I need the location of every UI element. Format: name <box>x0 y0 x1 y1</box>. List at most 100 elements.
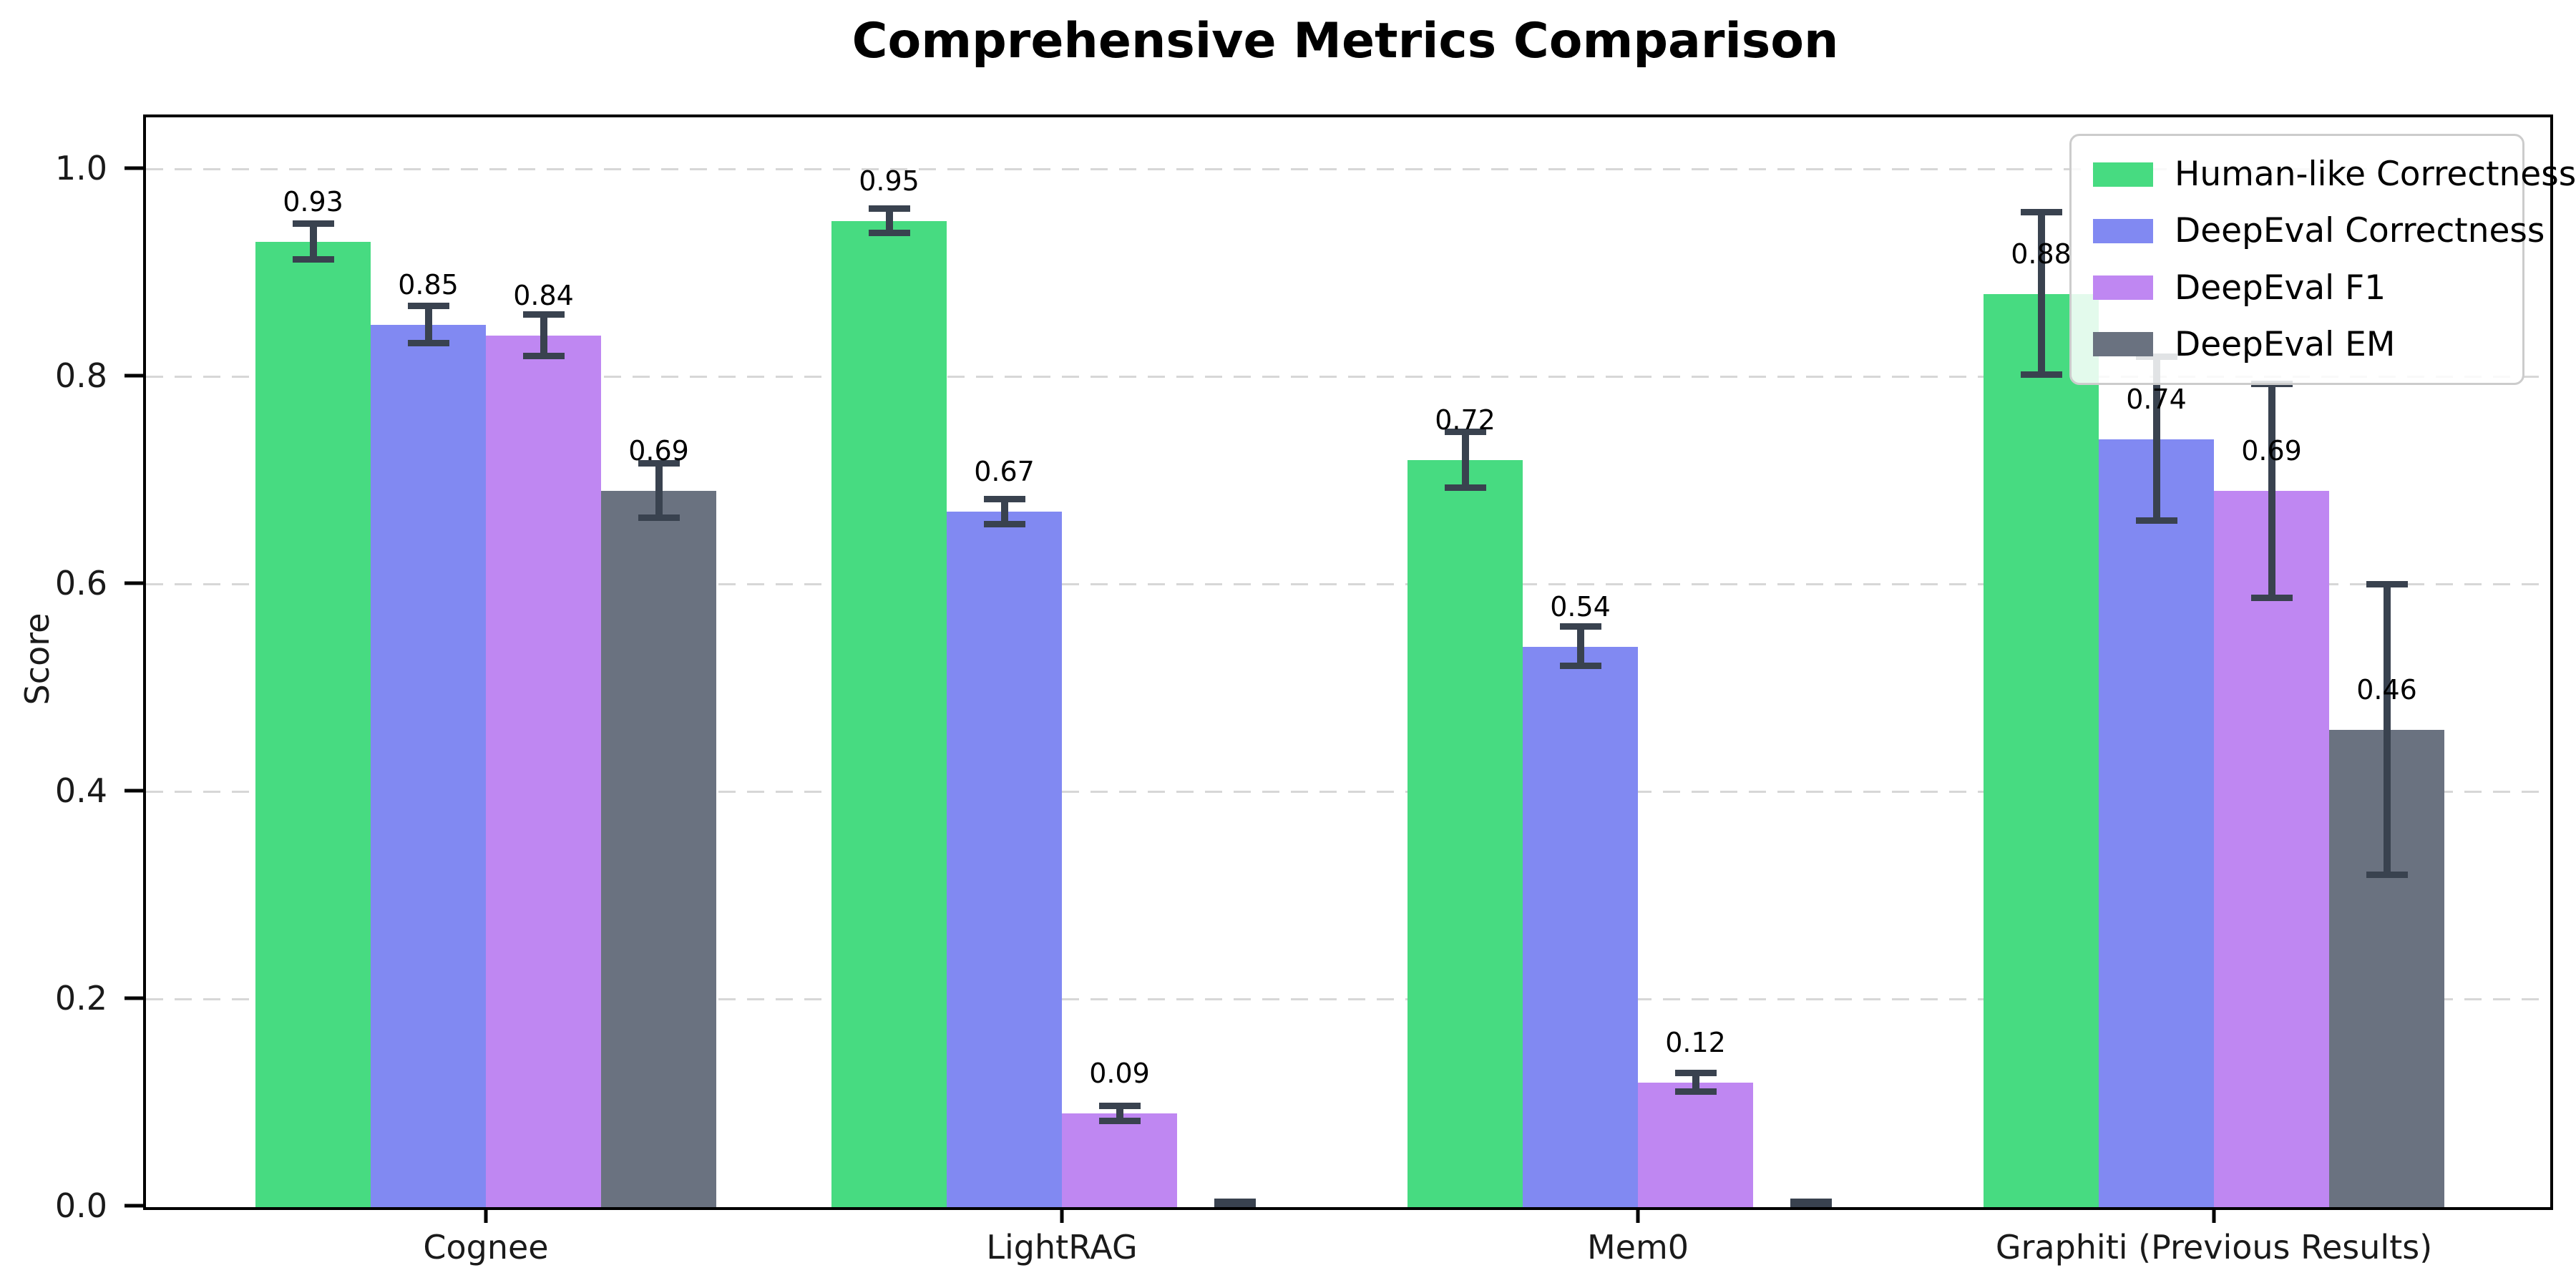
error-bar-cap-bottom <box>2250 594 2293 601</box>
legend-label-human-like: Human-like Correctness <box>2175 155 2576 195</box>
gridline <box>146 791 2550 794</box>
bar-value-label: 0.88 <box>2011 238 2072 270</box>
bar-human-like-correctness <box>255 242 371 1207</box>
error-bar-cap-bottom <box>1790 1201 1832 1207</box>
error-bar-cap-top <box>1559 623 1601 630</box>
error-bar-cap-top <box>868 205 910 212</box>
error-bar-cap-bottom <box>1098 1117 1141 1124</box>
y-tick-label: 1.0 <box>54 148 107 187</box>
legend-swatch-deepeval-f1 <box>2093 275 2153 301</box>
x-tick-mark <box>1060 1207 1064 1223</box>
error-bar-cap-bottom <box>292 255 334 263</box>
y-axis-label: Score <box>18 613 57 706</box>
bar-deepeval-correctness <box>1523 646 1638 1207</box>
legend-label-deepeval-em: DeepEval EM <box>2175 324 2396 364</box>
y-tick-mark <box>125 581 143 585</box>
bar-value-label: 0.12 <box>1665 1026 1726 1058</box>
error-bar-cap-bottom <box>2366 871 2408 878</box>
error-bar <box>1000 499 1008 525</box>
error-bar-cap-bottom <box>2135 517 2177 525</box>
bar-human-like-correctness <box>831 221 947 1207</box>
bar-value-label: 0.85 <box>398 269 459 301</box>
error-bar <box>885 208 893 234</box>
gridline <box>146 998 2550 1001</box>
x-tick-mark <box>1636 1207 1640 1223</box>
bar-deepeval-em <box>601 491 716 1207</box>
x-tick-mark <box>2212 1207 2216 1223</box>
bar-human-like-correctness <box>1984 293 2099 1207</box>
bar-deepeval-correctness <box>947 512 1062 1207</box>
legend-swatch-deepeval-em <box>2093 332 2153 357</box>
error-bar <box>1576 627 1584 667</box>
error-bar-cap-top <box>292 220 334 228</box>
bar-value-label: 0.67 <box>974 456 1035 488</box>
y-tick-mark <box>125 374 143 378</box>
error-bar-cap-bottom <box>1559 663 1601 670</box>
error-bar <box>1116 1106 1123 1121</box>
plot-area: Human-like Correctness DeepEval Correctn… <box>143 114 2576 1210</box>
bar-deepeval-f1 <box>1638 1082 1753 1207</box>
legend-swatch-human-like <box>2093 162 2153 187</box>
gridline <box>146 168 2550 171</box>
y-tick-mark <box>125 996 143 1000</box>
y-tick-label: 0.6 <box>54 563 107 602</box>
error-bar <box>2037 213 2045 375</box>
y-tick-mark <box>125 166 143 170</box>
x-tick-label: Mem0 <box>1586 1228 1689 1267</box>
bar-value-label: 0.46 <box>2356 673 2417 706</box>
error-bar-cap-bottom <box>983 520 1025 527</box>
error-bar-cap-bottom <box>1214 1201 1256 1207</box>
error-bar <box>309 224 317 260</box>
error-bar-cap-top <box>983 495 1025 502</box>
error-bar <box>424 306 432 344</box>
error-bar-cap-top <box>1674 1069 1717 1076</box>
y-tick-label: 0.0 <box>54 1186 107 1225</box>
error-bar-cap-bottom <box>1674 1088 1717 1095</box>
x-tick-label: Cognee <box>423 1228 549 1267</box>
error-bar-cap-top <box>638 460 680 467</box>
x-tick-mark <box>484 1207 488 1223</box>
x-tick-label: Graphiti (Previous Results) <box>1995 1228 2433 1267</box>
error-bar <box>655 464 663 518</box>
error-bar <box>1692 1073 1699 1092</box>
y-tick-mark <box>125 1204 143 1208</box>
bar-value-label: 0.54 <box>1550 590 1611 623</box>
error-bar-cap-bottom <box>1444 484 1486 491</box>
bar-human-like-correctness <box>1407 459 1523 1207</box>
legend-swatch-deepeval-correctness <box>2093 218 2153 243</box>
legend-row: Human-like Correctness <box>2093 155 2576 194</box>
error-bar-cap-bottom <box>522 352 565 359</box>
error-bar-cap-top <box>2020 209 2062 216</box>
legend-label-deepeval-correctness: DeepEval Correctness <box>2175 211 2545 251</box>
error-bar <box>540 314 547 356</box>
bar-deepeval-f1 <box>1062 1113 1177 1207</box>
error-bar <box>2152 357 2160 522</box>
chart-title: Comprehensive Metrics Comparison <box>852 13 1839 69</box>
error-bar <box>2383 584 2391 875</box>
error-bar-cap-bottom <box>868 230 910 237</box>
bar-value-label: 0.69 <box>2241 435 2302 467</box>
y-tick-label: 0.2 <box>54 978 107 1018</box>
error-bar-cap-top <box>1444 428 1486 435</box>
error-bar-cap-top <box>522 311 565 318</box>
bar-value-label: 0.09 <box>1089 1058 1150 1090</box>
error-bar-cap-top <box>407 303 449 309</box>
error-bar-cap-bottom <box>2020 371 2062 378</box>
bar-deepeval-correctness <box>371 325 486 1207</box>
legend-row: DeepEval F1 <box>2093 268 2522 308</box>
legend-row: DeepEval EM <box>2093 325 2522 364</box>
error-bar-cap-bottom <box>638 514 680 521</box>
y-tick-label: 0.4 <box>54 771 107 810</box>
error-bar-cap-top <box>2366 580 2408 587</box>
error-bar-cap-top <box>1098 1103 1141 1110</box>
bar-deepeval-f1 <box>486 335 601 1207</box>
bar-value-label: 0.84 <box>513 279 574 311</box>
y-tick-label: 0.8 <box>54 356 107 395</box>
bar-deepeval-f1 <box>2214 491 2329 1207</box>
y-tick-mark <box>125 789 143 793</box>
bar-value-label: 0.95 <box>859 165 919 197</box>
legend-label-deepeval-f1: DeepEval F1 <box>2175 268 2386 308</box>
bar-value-label: 0.72 <box>1435 404 1496 436</box>
bar-value-label: 0.74 <box>2126 383 2187 415</box>
